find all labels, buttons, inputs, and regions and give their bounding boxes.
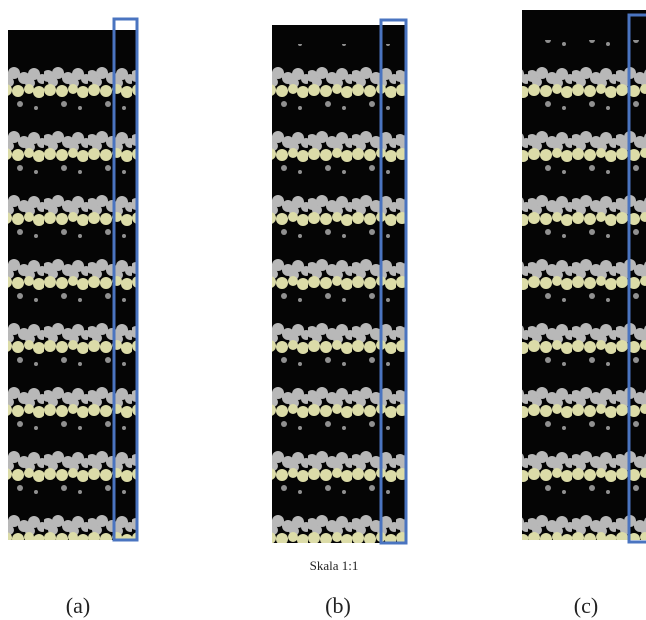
- simulation-column: [272, 44, 405, 543]
- panel-label: (b): [325, 593, 351, 618]
- simulation-column: [522, 40, 646, 540]
- simulation-column: [8, 52, 138, 540]
- scale-note: Skala 1:1: [310, 558, 359, 573]
- figure: Skala 1:1 (a) (b) (c): [0, 0, 646, 620]
- panel-a: [8, 19, 138, 540]
- panel-b: [272, 20, 406, 543]
- panel-c: [522, 10, 646, 542]
- panel-label: (a): [66, 593, 90, 618]
- panel-label: (c): [574, 593, 598, 618]
